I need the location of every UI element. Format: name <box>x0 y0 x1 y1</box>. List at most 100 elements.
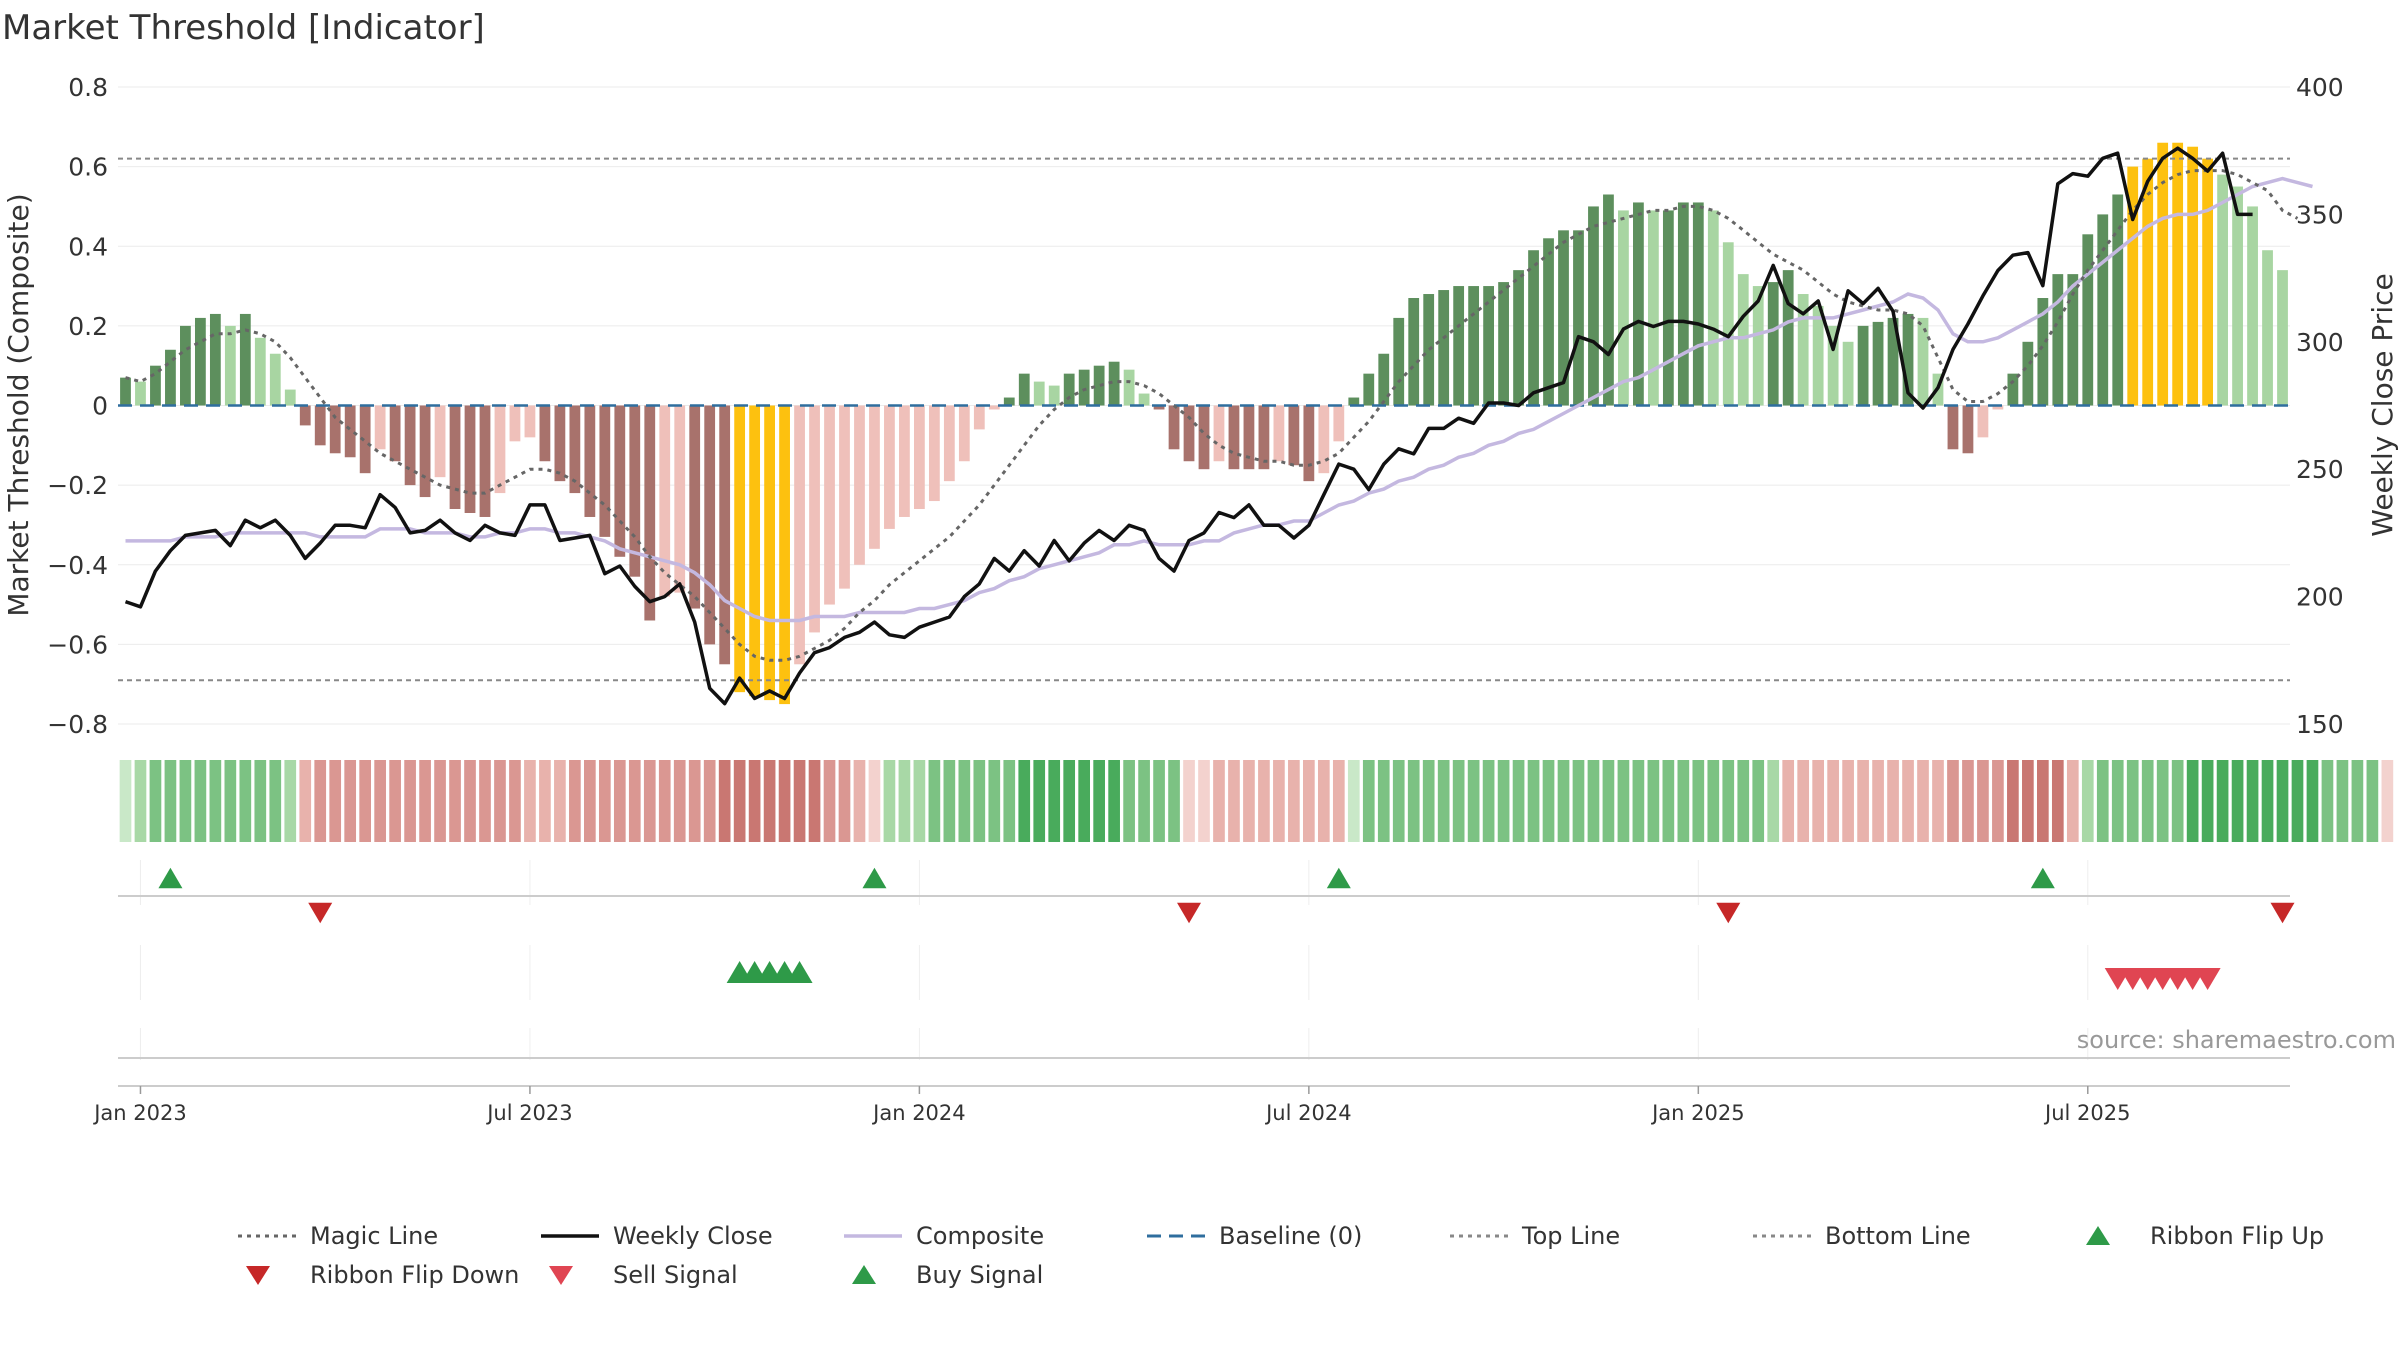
composite-bar <box>1962 405 1974 454</box>
composite-bar <box>1018 373 1030 406</box>
ribbon-cell <box>1602 760 1615 842</box>
composite-bars <box>120 142 2288 705</box>
ribbon-cell <box>853 760 866 842</box>
composite-bar <box>1543 238 1554 406</box>
composite-bar <box>1288 405 1300 466</box>
ribbon-cell <box>164 760 177 842</box>
ribbon-cell <box>1153 760 1165 842</box>
composite-bar <box>1827 325 1839 406</box>
ribbon-cell <box>2126 760 2139 842</box>
ribbon-flip-up-marker <box>158 867 183 889</box>
ribbon-cell <box>374 760 386 842</box>
composite-bar <box>2052 274 2064 406</box>
ribbon-cell <box>2186 760 2199 842</box>
ribbon-cell <box>1377 760 1390 842</box>
ribbon-cell <box>1932 760 1944 842</box>
ribbon-cell <box>1992 760 2004 842</box>
composite-bar <box>869 405 880 549</box>
ribbon-cell <box>1228 760 1240 842</box>
ribbon-cell <box>988 760 1001 842</box>
ribbon-cell <box>1917 760 1929 842</box>
ribbon-cell <box>1977 760 1989 842</box>
composite-bar <box>1483 286 1494 406</box>
composite-bar <box>1633 202 1644 406</box>
composite-bar <box>1033 381 1045 406</box>
ribbon-cell <box>883 760 896 842</box>
ribbon-cell <box>254 760 267 842</box>
ribbon-flip-down-marker <box>2270 902 2295 924</box>
ribbon-cell <box>628 760 641 842</box>
legend-label: Bottom Line <box>1825 1222 1971 1250</box>
composite-bar <box>839 405 850 589</box>
composite-bar <box>1378 353 1390 406</box>
composite-bar <box>150 365 161 406</box>
left-tick-label: 0 <box>92 392 108 421</box>
signal-markers <box>118 860 2295 1060</box>
ribbon-cell <box>1647 760 1660 842</box>
ribbon-cell <box>224 760 237 842</box>
composite-bar <box>1078 369 1090 406</box>
composite-bar <box>1318 405 1330 474</box>
composite-bar <box>494 405 506 494</box>
legend-swatch <box>852 1265 876 1284</box>
left-axis-title: Market Threshold (Composite) <box>2 193 35 616</box>
composite-bar <box>2142 158 2154 406</box>
composite-bar <box>689 405 701 609</box>
left-tick-label: 0.2 <box>68 312 108 341</box>
composite-bar <box>1183 405 1195 462</box>
composite-bar <box>644 405 656 621</box>
ribbon-cell <box>958 760 971 842</box>
ribbon-cell <box>179 760 192 842</box>
composite-bar <box>749 405 761 697</box>
ribbon-cell <box>1572 760 1585 842</box>
composite-bar <box>2232 186 2243 406</box>
ribbon-cell <box>1108 760 1120 842</box>
ribbon-cell <box>329 760 342 842</box>
ribbon-cell <box>119 760 132 842</box>
ribbon-cell <box>1003 760 1016 842</box>
composite-bar <box>389 405 401 462</box>
legend-label: Baseline (0) <box>1219 1222 1362 1250</box>
ribbon-cell <box>1962 760 1974 842</box>
composite-bar <box>1603 194 1614 406</box>
composite-bar <box>988 405 1000 410</box>
ribbon-cell <box>778 760 791 842</box>
ribbon-cell <box>2007 760 2019 842</box>
legend-swatch <box>246 1266 270 1285</box>
right-tick-label: 250 <box>2296 455 2344 484</box>
composite-bar <box>1198 405 1210 470</box>
composite-bar <box>1048 385 1060 406</box>
composite-bar <box>344 405 356 458</box>
composite-bar <box>1513 270 1524 406</box>
left-tick-label: −0.4 <box>47 551 108 580</box>
ribbon-cell <box>1542 760 1555 842</box>
ribbon-cell <box>1512 760 1525 842</box>
ribbon-cell <box>1183 760 1195 842</box>
composite-bar <box>1363 373 1375 406</box>
sell-signal-marker <box>2194 967 2221 991</box>
series-lines <box>118 146 2313 706</box>
ribbon-cell <box>1617 760 1630 842</box>
ribbon-cell <box>2081 760 2094 842</box>
composite-bar <box>509 405 521 442</box>
ribbon-cell <box>2276 760 2289 842</box>
ribbon-cell <box>419 760 431 842</box>
composite-bar <box>584 405 596 517</box>
composite-bar <box>359 405 371 474</box>
ribbon-cell <box>1497 760 1510 842</box>
composite-bar <box>1498 282 1509 406</box>
ribbon-cell <box>1557 760 1570 842</box>
composite-bar <box>329 405 341 454</box>
composite-bar <box>1872 321 1884 406</box>
composite-bar <box>1093 365 1105 406</box>
chart-title: Market Threshold [Indicator] <box>2 8 485 48</box>
composite-bar <box>1393 317 1405 406</box>
x-tick-label: Jan 2023 <box>92 1101 187 1125</box>
composite-bar <box>1303 405 1315 482</box>
composite-bar <box>374 405 386 450</box>
composite-bar <box>2022 341 2034 406</box>
ribbon-cell <box>643 760 656 842</box>
legend-swatch <box>2086 1226 2110 1245</box>
ribbon-cell <box>2096 760 2109 842</box>
ribbon-cell <box>2066 760 2079 842</box>
